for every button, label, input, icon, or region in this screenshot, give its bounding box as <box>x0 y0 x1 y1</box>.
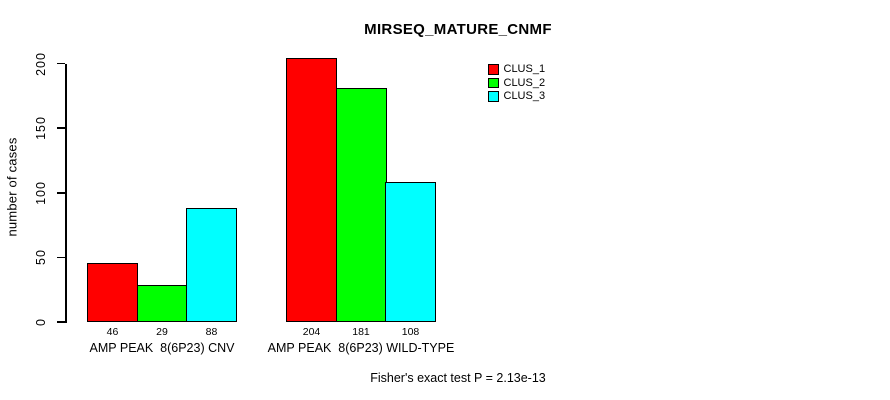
y-tick-mark <box>56 321 65 323</box>
legend-item: CLUS_2 <box>488 76 546 89</box>
x-category-label: AMP PEAK 8(6P23) WILD-TYPE <box>267 341 455 355</box>
y-axis-line <box>65 63 67 324</box>
bar-value-label: 108 <box>401 326 420 338</box>
bar-value-label: 204 <box>302 326 321 338</box>
chart-title: MIRSEQ_MATURE_CNMF <box>364 21 552 38</box>
legend-label: CLUS_1 <box>503 63 546 75</box>
bar-clus_1-group1 <box>87 262 138 322</box>
y-tick-mark <box>56 256 65 259</box>
legend: CLUS_1 CLUS_2 CLUS_3 <box>488 64 545 105</box>
y-tick-mark <box>56 62 65 65</box>
y-tick-mark <box>56 127 65 129</box>
bar-clus_2-group2 <box>335 88 387 322</box>
bar-value-label: 29 <box>156 326 168 338</box>
bar-value-label: 88 <box>205 326 218 338</box>
y-axis-label: number of cases <box>4 137 20 237</box>
legend-item: CLUS_3 <box>488 91 545 102</box>
bar-clus_3-group1 <box>186 208 237 322</box>
legend-label: CLUS_2 <box>503 76 546 89</box>
legend-swatch-icon <box>488 77 499 88</box>
y-tick-label: 50 <box>34 249 48 266</box>
bar-value-label: 46 <box>106 326 119 338</box>
y-tick-label: 0 <box>34 318 48 326</box>
legend-swatch-icon <box>488 64 499 75</box>
annotation-text: Fisher's exact test P = 2.13e-13 <box>370 371 546 385</box>
bar-value-label: 181 <box>352 326 370 338</box>
y-tick-label: 150 <box>34 116 48 141</box>
bar-clus_3-group2 <box>385 182 436 322</box>
y-tick-label: 200 <box>34 51 48 76</box>
x-category-label: AMP PEAK 8(6P23) CNV <box>89 341 235 355</box>
legend-item: CLUS_1 <box>488 64 545 75</box>
bar-clus_2-group1 <box>136 284 188 322</box>
y-tick-mark <box>56 192 65 194</box>
legend-label: CLUS_3 <box>503 90 546 102</box>
bar-clus_1-group2 <box>286 58 337 322</box>
y-tick-label: 100 <box>34 180 48 205</box>
legend-swatch-icon <box>488 91 499 102</box>
